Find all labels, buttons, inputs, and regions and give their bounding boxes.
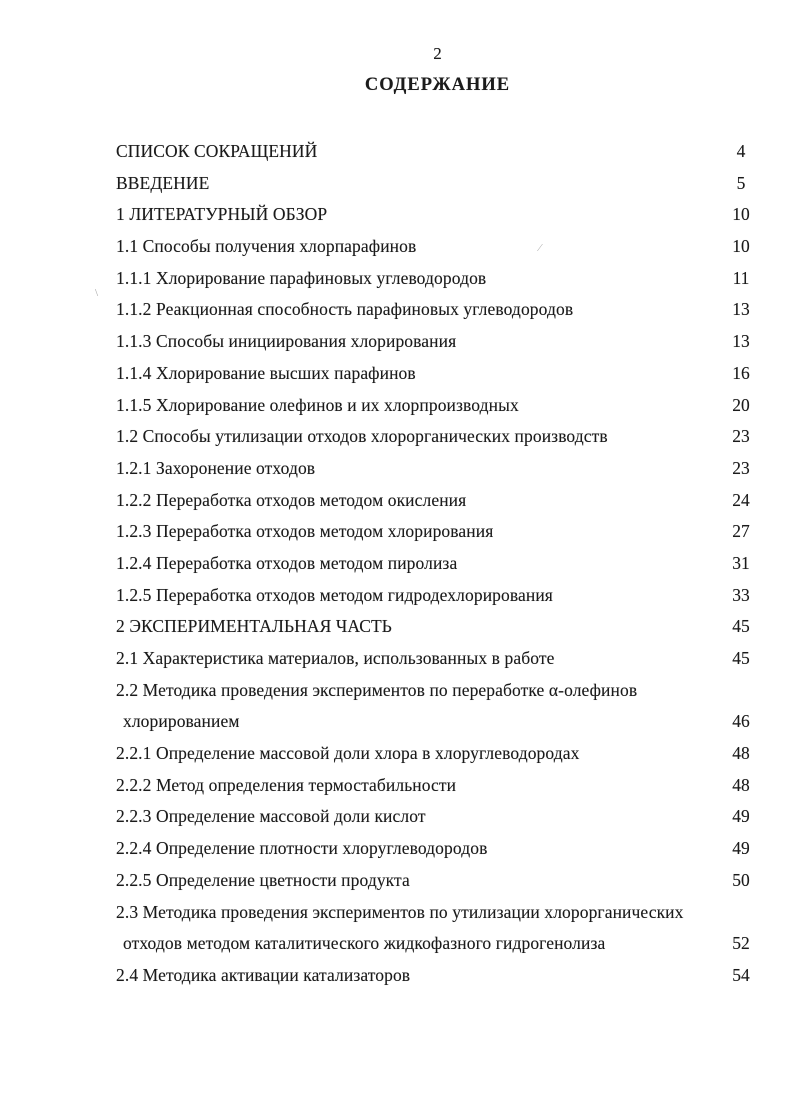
- toc-entry-page: 5: [736, 172, 746, 193]
- toc-row: 2.2.2 Метод определения термостабильност…: [116, 775, 761, 807]
- toc-entry-page: 10: [732, 204, 750, 225]
- toc-row: 1.1.4 Хлорирование высших парафинов 16: [116, 363, 761, 395]
- toc-entry-title: 2 ЭКСПЕРИМЕНТАЛЬНАЯ ЧАСТЬ: [116, 616, 392, 637]
- toc-row: ВВЕДЕНИЕ 5: [116, 173, 761, 205]
- toc-entry-page: 48: [732, 774, 750, 795]
- toc-row: 1 ЛИТЕРАТУРНЫЙ ОБЗОР 10: [116, 204, 761, 236]
- toc-entry-page: 46: [732, 711, 750, 732]
- toc-entry-page: 52: [732, 933, 750, 954]
- toc-row: 2.3 Методика проведения экспериментов по…: [116, 902, 761, 934]
- toc-entry-page: 49: [732, 838, 750, 859]
- page-title: СОДЕРЖАНИЕ: [364, 75, 511, 95]
- toc-entry-page: 23: [732, 426, 750, 447]
- toc-entry-page: 27: [732, 521, 750, 542]
- toc-row: 1.1.2 Реакционная способность парафиновы…: [116, 299, 761, 331]
- toc-entry-title: 1.2 Способы утилизации отходов хлорорган…: [116, 426, 608, 447]
- toc-entry-page: 20: [732, 394, 750, 415]
- toc-entry-page: 50: [732, 869, 750, 890]
- toc-entry-title: 2.1 Характеристика материалов, использов…: [116, 648, 555, 668]
- toc-entry-page: 4: [736, 141, 746, 161]
- toc-entry-title: 2.3 Методика проведения экспериментов по…: [116, 901, 684, 922]
- toc-entry-title: 2.2.4 Определение плотности хлоруглеводо…: [116, 838, 488, 859]
- toc-row: 1.1.1 Хлорирование парафиновых углеводор…: [116, 268, 761, 300]
- toc-entry-page: 10: [732, 236, 750, 257]
- toc-row: 2.2.4 Определение плотности хлоруглеводо…: [116, 838, 761, 870]
- toc-entry-page: 48: [732, 743, 750, 764]
- toc-row: 2.2.3 Определение массовой доли кислот 49: [116, 806, 761, 838]
- toc-entry-page: 33: [732, 584, 750, 605]
- toc-entry-page: 13: [732, 299, 750, 320]
- toc-row: 1.1 Способы получения хлорпарафинов 10: [116, 236, 761, 268]
- toc-row: СПИСОК СОКРАЩЕНИЙ 4: [116, 141, 761, 173]
- toc-entry-title: 1.1.5 Хлорирование олефинов и их хлорпро…: [116, 394, 519, 415]
- toc-entry-title: 1.2.1 Захоронение отходов: [116, 457, 316, 478]
- toc-row: 1.2.5 Переработка отходов методом гидрод…: [116, 585, 761, 617]
- toc-list: СПИСОК СОКРАЩЕНИЙ 4 ВВЕДЕНИЕ 5 1 ЛИТЕРАТУРНЫ…: [116, 141, 761, 997]
- toc-entry-page: 49: [732, 806, 750, 827]
- toc-entry-title: 2.2 Методика проведения экспериментов по…: [116, 679, 638, 700]
- toc-entry-page: 54: [732, 964, 750, 985]
- toc-entry-title: 2.2.5 Определение цветности продукта: [116, 869, 410, 890]
- toc-entry-title: 1.2.2 Переработка отходов методом окисле…: [116, 489, 467, 510]
- toc-row: 2.2.5 Определение цветности продукта 50: [116, 870, 761, 902]
- toc-entry-title: 1.1 Способы получения хлорпарафинов: [116, 236, 417, 257]
- page-number: 2: [433, 44, 442, 63]
- toc-entry-page: 16: [732, 362, 750, 383]
- toc-row: хлорированием 46: [116, 711, 761, 743]
- toc-entry-title: отходов методом каталитического жидкофаз…: [123, 933, 606, 954]
- toc-row: отходов методом каталитического жидкофаз…: [116, 933, 761, 965]
- toc-entry-page: 45: [732, 616, 750, 637]
- toc-entry-title: СПИСОК СОКРАЩЕНИЙ: [116, 141, 318, 161]
- toc-entry-page: 45: [732, 648, 750, 668]
- toc-entry-title: 1 ЛИТЕРАТУРНЫЙ ОБЗОР: [116, 204, 328, 225]
- toc-entry-page: 11: [732, 267, 750, 288]
- toc-row: 1.2 Способы утилизации отходов хлорорган…: [116, 426, 761, 458]
- toc-row: 2.2.1 Определение массовой доли хлора в …: [116, 743, 761, 775]
- toc-entry-title: 1.2.5 Переработка отходов методом гидрод…: [116, 584, 553, 605]
- toc-entry-page: 23: [732, 457, 750, 478]
- toc-entry-title: 1.1.4 Хлорирование высших парафинов: [116, 362, 416, 383]
- toc-entry-page: 31: [732, 552, 750, 573]
- toc-row: 1.2.3 Переработка отходов методом хлорир…: [116, 521, 761, 553]
- toc-row: 1.2.2 Переработка отходов методом окисле…: [116, 490, 761, 522]
- toc-row: 1.2.4 Переработка отходов методом пироли…: [116, 553, 761, 585]
- toc-entry-title: 1.2.3 Переработка отходов методом хлорир…: [116, 521, 494, 542]
- toc-entry-title: 2.2.2 Метод определения термостабильност…: [116, 774, 457, 795]
- toc-entry-title: хлорированием: [123, 711, 240, 732]
- toc-entry-title: 2.4 Методика активации катализаторов: [116, 964, 411, 985]
- toc-entry-title: 1.1.2 Реакционная способность парафиновы…: [116, 299, 574, 320]
- toc-row: 2.1 Характеристика материалов, использов…: [116, 648, 761, 680]
- toc-row: 2 ЭКСПЕРИМЕНТАЛЬНАЯ ЧАСТЬ 45: [116, 616, 761, 648]
- toc-entry-title: ВВЕДЕНИЕ: [116, 172, 210, 193]
- toc-entry-title: 1.2.4 Переработка отходов методом пироли…: [116, 552, 458, 573]
- scan-artifact: ⁄: [539, 242, 541, 254]
- toc-row: 2.2 Методика проведения экспериментов по…: [116, 680, 761, 712]
- toc-entry-page: 24: [732, 489, 750, 510]
- toc-entry-title: 1.1.1 Хлорирование парафиновых углеводор…: [116, 267, 487, 288]
- toc-entry-title: 2.2.3 Определение массовой доли кислот: [116, 806, 426, 827]
- toc-entry-title: 1.1.3 Способы инициирования хлорирования: [116, 331, 457, 352]
- toc-row: 1.1.5 Хлорирование олефинов и их хлорпро…: [116, 395, 761, 427]
- toc-row: 1.1.3 Способы инициирования хлорирования…: [116, 331, 761, 363]
- scan-artifact: \: [95, 287, 99, 299]
- toc-row: 1.2.1 Захоронение отходов 23: [116, 458, 761, 490]
- toc-entry-page: 13: [732, 331, 750, 352]
- toc-entry-title: 2.2.1 Определение массовой доли хлора в …: [116, 743, 580, 764]
- toc-row: 2.4 Методика активации катализаторов 54: [116, 965, 761, 997]
